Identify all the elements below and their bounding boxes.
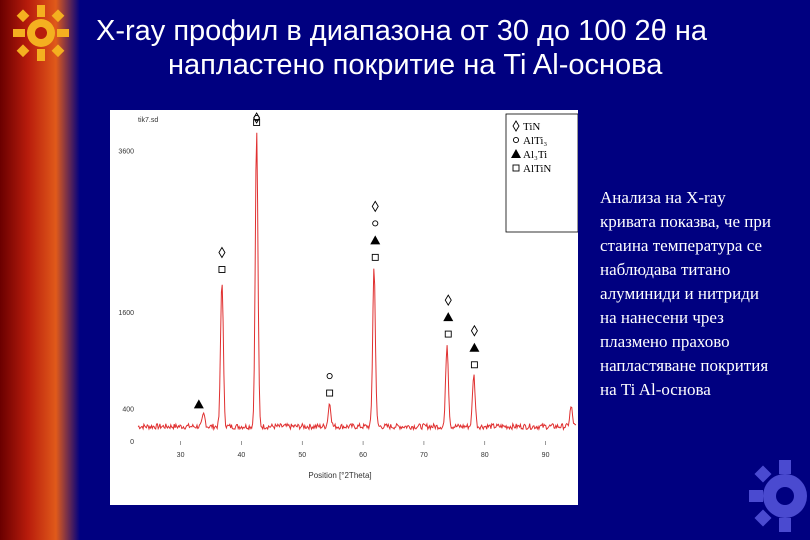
circle-marker <box>512 136 520 144</box>
slide-title-line-2: напластено покритие на Ti Al-основа <box>168 49 663 81</box>
xrd-chart-panel: tik7.sd 30 40 50 60 70 80 90 0 400 1600 3600 Posit… <box>110 110 579 505</box>
analysis-note-line: алуминиди и нитриди <box>600 284 760 303</box>
x-axis-label: Position [°2Theta] <box>308 471 371 480</box>
square-marker <box>371 253 379 261</box>
legend-label: Al₃Ti <box>523 149 547 161</box>
legend-label: AlTiN <box>523 163 551 175</box>
gear-icon <box>749 460 807 532</box>
legend: TiN AlTi₃ Al₃Ti AlTiN <box>505 113 579 233</box>
decorative-left-stripe <box>0 0 80 540</box>
analysis-note-line: плазмено прахово <box>600 332 730 351</box>
peak-annotation <box>193 399 204 409</box>
analysis-note-line: на нанесени чрез <box>600 308 724 327</box>
diamond-marker <box>512 120 520 132</box>
square-marker <box>444 330 452 338</box>
square-marker <box>253 119 261 126</box>
legend-label: AlTi₃ <box>523 135 547 147</box>
square-marker <box>326 389 334 397</box>
diamond-marker <box>218 246 226 259</box>
triangle-marker <box>469 342 480 352</box>
diamond-marker <box>444 294 452 306</box>
x-tick-label: 50 <box>298 452 306 459</box>
analysis-note-line: напластяване покрития <box>600 356 769 375</box>
circle-marker <box>326 372 333 380</box>
peak-annotation <box>253 112 261 126</box>
diamond-marker <box>470 324 478 337</box>
y-tick-label: 3600 <box>118 148 134 155</box>
slide-title: X-ray профил в диапазона от 30 до 100 2θ… <box>96 14 796 82</box>
xrd-chart: tik7.sd 30 40 50 60 70 80 90 0 400 1600 3600 Posit… <box>118 112 579 480</box>
gear-icon <box>13 5 69 61</box>
slide-title-line-1: X-ray профил в диапазона от 30 до 100 2θ… <box>96 15 708 47</box>
triangle-marker <box>370 235 381 245</box>
peak-annotation <box>370 200 381 261</box>
peak-annotation <box>469 324 480 369</box>
y-tick-label: 1600 <box>118 310 134 317</box>
x-tick-label: 60 <box>359 452 367 459</box>
triangle-marker <box>443 312 454 322</box>
x-tick-label: 40 <box>238 452 246 459</box>
x-tick-label: 80 <box>481 452 489 459</box>
y-tick-label: 0 <box>130 439 134 446</box>
y-tick-label: 400 <box>122 407 134 414</box>
analysis-note: Анализа на X-ray кривата показва, че при… <box>600 186 800 402</box>
peak-annotation <box>326 372 334 397</box>
square-marker <box>470 361 478 369</box>
square-marker <box>512 164 520 172</box>
x-tick-label: 70 <box>420 452 428 459</box>
diamond-marker <box>253 112 261 124</box>
diamond-marker <box>371 200 379 213</box>
peak-annotation <box>218 246 226 273</box>
circle-marker <box>253 114 260 122</box>
analysis-note-line: кривата показва, че при <box>600 212 771 231</box>
triangle-marker <box>511 149 521 158</box>
square-marker <box>218 266 226 273</box>
triangle-marker <box>193 399 204 409</box>
xrd-curve <box>137 132 577 432</box>
analysis-note-line: наблюдава титано <box>600 260 731 279</box>
x-tick-label: 90 <box>542 452 550 459</box>
analysis-note-line: Анализа на X-ray <box>600 188 726 207</box>
legend-label: TiN <box>523 121 540 133</box>
x-tick-label: 30 <box>177 452 185 459</box>
analysis-note-line: на Ti Al-основа <box>600 380 711 399</box>
peak-annotation <box>443 294 454 338</box>
chart-corner-label: tik7.sd <box>138 117 158 124</box>
circle-marker <box>372 220 379 227</box>
analysis-note-line: стаина температура се <box>600 236 762 255</box>
